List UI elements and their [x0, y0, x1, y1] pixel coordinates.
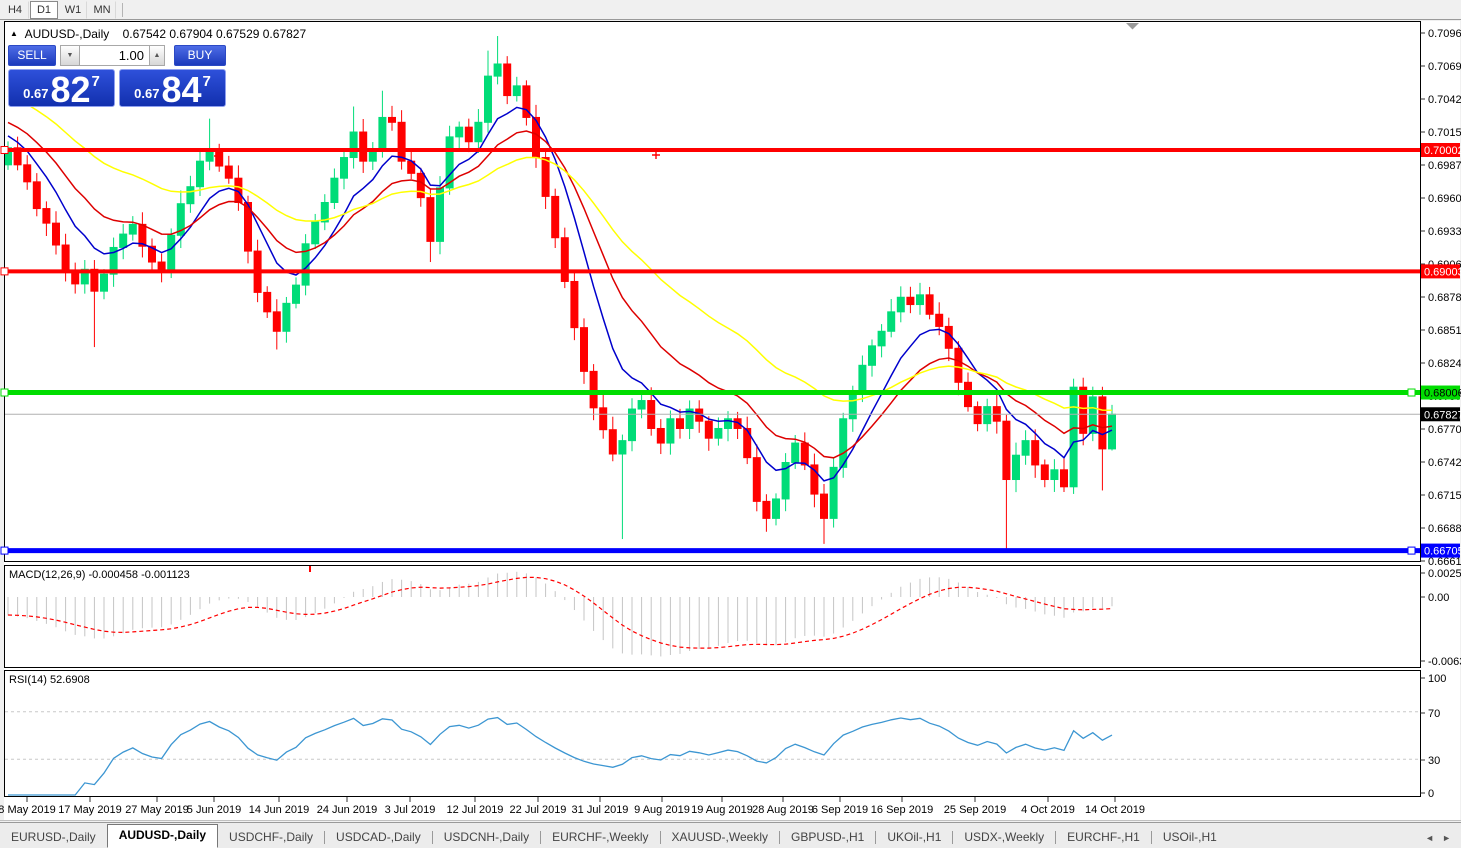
svg-text:0.68006: 0.68006	[1424, 388, 1461, 400]
tab-eurusd-daily[interactable]: EURUSD-,Daily	[0, 828, 107, 848]
svg-text:70: 70	[1428, 708, 1440, 720]
tab-usdx-weekly[interactable]: USDX-,Weekly	[953, 828, 1055, 848]
svg-text:0.69003: 0.69003	[1424, 266, 1461, 278]
tab-scroll-right-icon[interactable]: ►	[1442, 833, 1451, 843]
svg-text:0.66705: 0.66705	[1424, 546, 1461, 558]
svg-text:0.67827: 0.67827	[1424, 409, 1461, 421]
line-left-handle[interactable]	[1, 547, 8, 554]
tab-usdcad-daily[interactable]: USDCAD-,Daily	[325, 828, 432, 848]
toolbar-separator	[122, 3, 123, 17]
timeframe-button-d1[interactable]: D1	[30, 1, 58, 19]
sell-price-prefix: 0.67	[23, 86, 48, 101]
svg-text:0: 0	[1428, 788, 1434, 800]
svg-text:0.70965: 0.70965	[1428, 28, 1461, 40]
chart-title: ▲ AUDUSD-,Daily 0.67542 0.67904 0.67529 …	[10, 27, 306, 41]
svg-text:0.67425: 0.67425	[1428, 457, 1461, 469]
svg-text:-0.006326: -0.006326	[1428, 656, 1461, 668]
svg-text:12 Jul 2019: 12 Jul 2019	[447, 804, 504, 816]
svg-text:28 Aug 2019: 28 Aug 2019	[752, 804, 814, 816]
svg-text:8 May 2019: 8 May 2019	[0, 804, 56, 816]
svg-text:16 Sep 2019: 16 Sep 2019	[871, 804, 933, 816]
ohlc-values: 0.67542 0.67904 0.67529 0.67827	[123, 27, 307, 41]
tab-usdcnh-daily[interactable]: USDCNH-,Daily	[433, 828, 540, 848]
candle	[830, 457, 837, 527]
svg-text:14 Jun 2019: 14 Jun 2019	[249, 804, 310, 816]
sell-button[interactable]: SELL	[8, 45, 56, 66]
svg-text:30: 30	[1428, 755, 1440, 767]
svg-text:6 Sep 2019: 6 Sep 2019	[812, 804, 868, 816]
timeframe-button-w1[interactable]: W1	[59, 1, 87, 19]
svg-text:0.00: 0.00	[1428, 592, 1449, 604]
line-right-handle[interactable]	[1408, 389, 1415, 396]
svg-text:3 Jul 2019: 3 Jul 2019	[385, 804, 436, 816]
svg-text:5 Jun 2019: 5 Jun 2019	[187, 804, 241, 816]
buy-price-sup: 7	[203, 73, 211, 90]
svg-text:27 May 2019: 27 May 2019	[125, 804, 189, 816]
svg-text:100: 100	[1428, 673, 1446, 685]
tab-eurchf-h1[interactable]: EURCHF-,H1	[1056, 828, 1151, 848]
volume-decrease-button[interactable]: ▼	[60, 45, 80, 66]
svg-text:0.67155: 0.67155	[1428, 490, 1461, 502]
svg-text:14 Oct 2019: 14 Oct 2019	[1085, 804, 1145, 816]
tab-scroll-left-icon[interactable]: ◄	[1425, 833, 1434, 843]
svg-text:17 May 2019: 17 May 2019	[58, 804, 122, 816]
svg-text:0.70695: 0.70695	[1428, 61, 1461, 73]
svg-text:0.002574: 0.002574	[1428, 568, 1461, 580]
buy-price-prefix: 0.67	[134, 86, 159, 101]
svg-text:0.68785: 0.68785	[1428, 292, 1461, 304]
buy-price-big: 84	[161, 73, 201, 106]
svg-text:0.70002: 0.70002	[1424, 145, 1461, 157]
volume-increase-button[interactable]: ▲	[149, 45, 165, 66]
svg-text:9 Aug 2019: 9 Aug 2019	[634, 804, 690, 816]
svg-text:0.69605: 0.69605	[1428, 193, 1461, 205]
timeframe-button-h4[interactable]: H4	[1, 1, 29, 19]
rsi-pane	[5, 671, 1421, 797]
svg-text:4 Oct 2019: 4 Oct 2019	[1021, 804, 1075, 816]
tab-ukoil-h1[interactable]: UKOil-,H1	[876, 828, 952, 848]
svg-text:0.69875: 0.69875	[1428, 160, 1461, 172]
line-left-handle[interactable]	[1, 389, 8, 396]
timeframe-button-mn[interactable]: MN	[88, 1, 116, 19]
svg-text:22 Jul 2019: 22 Jul 2019	[510, 804, 567, 816]
sell-price-sup: 7	[92, 73, 100, 90]
buy-button[interactable]: BUY	[174, 45, 226, 66]
svg-text:31 Jul 2019: 31 Jul 2019	[572, 804, 629, 816]
svg-text:24 Jun 2019: 24 Jun 2019	[317, 804, 378, 816]
tab-usdchf-daily[interactable]: USDCHF-,Daily	[218, 828, 324, 848]
rsi-indicator-label: RSI(14) 52.6908	[9, 674, 90, 686]
tab-audusd-daily[interactable]: AUDUSD-,Daily	[107, 824, 218, 848]
volume-input[interactable]	[80, 45, 149, 66]
svg-text:19 Aug 2019: 19 Aug 2019	[691, 804, 753, 816]
line-right-handle[interactable]	[1408, 547, 1415, 554]
collapse-panel-icon[interactable]: ▲	[10, 29, 18, 38]
macd-pane	[5, 566, 1421, 668]
candle	[1070, 379, 1077, 494]
macd-indicator-label: MACD(12,26,9) -0.000458 -0.001123	[9, 569, 190, 581]
tab-usoil-h1[interactable]: USOil-,H1	[1152, 828, 1228, 848]
svg-text:0.68515: 0.68515	[1428, 325, 1461, 337]
line-left-handle[interactable]	[1, 147, 8, 154]
tab-eurchf-weekly[interactable]: EURCHF-,Weekly	[541, 828, 659, 848]
line-left-handle[interactable]	[1, 268, 8, 275]
sell-price-big: 82	[50, 73, 90, 106]
tab-xauusd-weekly[interactable]: XAUUSD-,Weekly	[661, 828, 779, 848]
svg-text:25 Sep 2019: 25 Sep 2019	[944, 804, 1006, 816]
symbol-period-label: AUDUSD-,Daily	[25, 27, 110, 41]
tab-gbpusd-h1[interactable]: GBPUSD-,H1	[780, 828, 875, 848]
